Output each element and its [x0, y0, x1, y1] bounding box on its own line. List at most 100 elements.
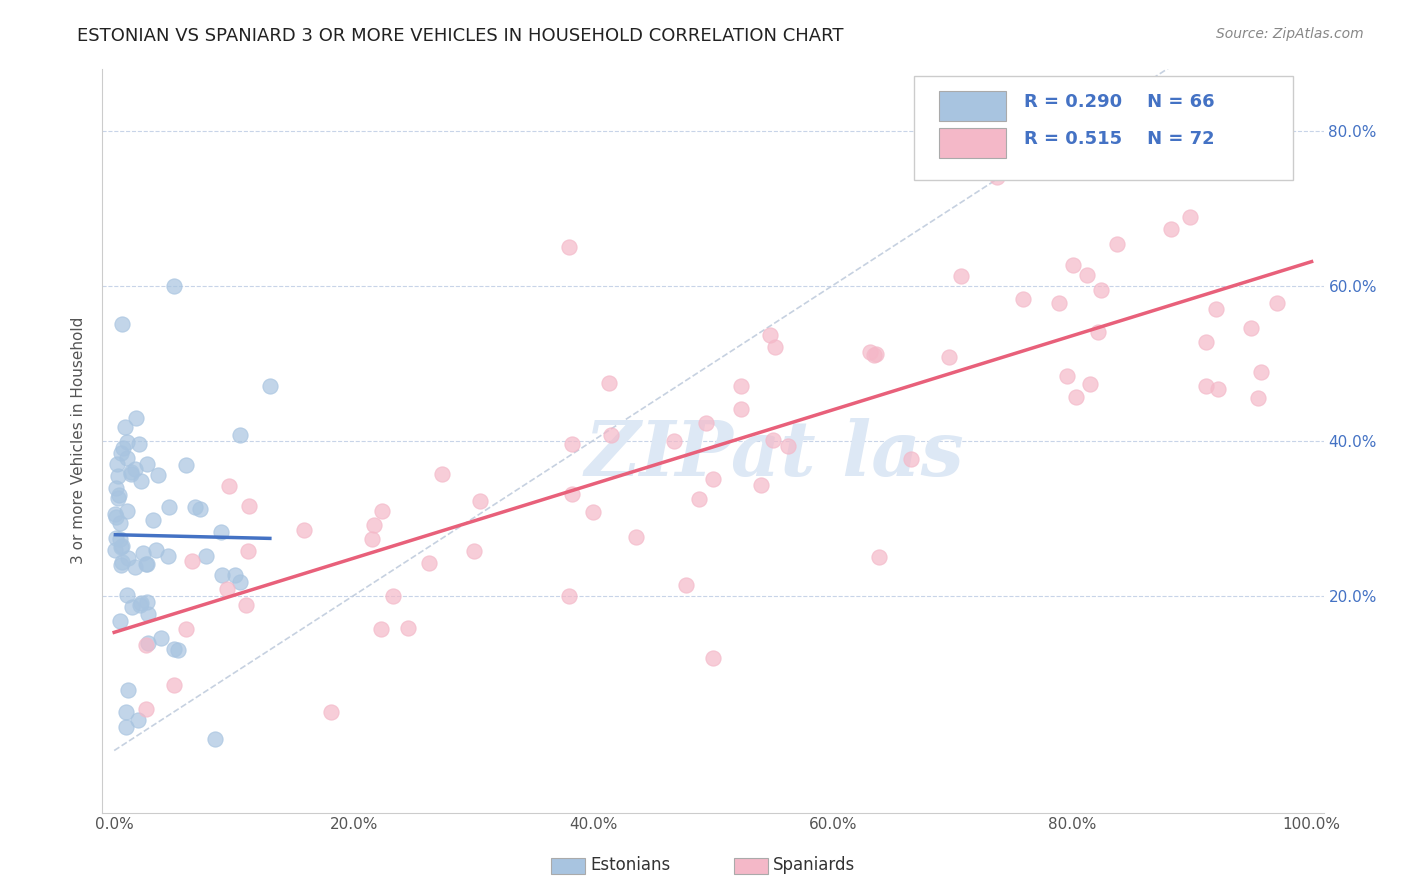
Point [1265, 296, 1288, 310]
Point [115, 588, 138, 602]
Point [371, 503, 394, 517]
Point [190, 502, 212, 516]
Point [1247, 391, 1270, 405]
Point [131, 546, 153, 560]
Point [1105, 237, 1128, 252]
Y-axis label: 3 or more Vehicles in Household: 3 or more Vehicles in Household [72, 317, 86, 565]
Point [730, 401, 752, 416]
Point [558, 240, 581, 254]
Point [662, 434, 685, 448]
Point [111, 442, 134, 456]
Point [110, 516, 132, 530]
Point [561, 487, 583, 501]
Point [702, 650, 724, 665]
Point [1121, 162, 1143, 177]
Point [235, 599, 257, 613]
Point [859, 344, 882, 359]
Point [111, 540, 134, 554]
Point [167, 643, 190, 657]
Point [115, 435, 138, 450]
Point [1047, 295, 1070, 310]
Point [600, 428, 623, 442]
Point [114, 420, 136, 434]
Point [868, 550, 890, 565]
Point [136, 457, 159, 471]
Point [582, 506, 605, 520]
Point [1250, 365, 1272, 379]
Point [136, 636, 159, 650]
Point [762, 433, 785, 447]
Point [209, 524, 232, 539]
Point [129, 475, 152, 489]
Point [292, 523, 315, 537]
Point [863, 348, 886, 362]
Text: ESTONIAN VS SPANIARD 3 OR MORE VEHICLES IN HOUSEHOLD CORRELATION CHART: ESTONIAN VS SPANIARD 3 OR MORE VEHICLES … [77, 27, 844, 45]
Point [1180, 210, 1202, 224]
Point [148, 468, 170, 483]
Point [156, 549, 179, 563]
Point [180, 553, 202, 567]
Point [110, 555, 132, 569]
Point [217, 582, 239, 596]
Point [104, 542, 127, 557]
Point [129, 596, 152, 610]
Point [561, 436, 583, 450]
Point [125, 410, 148, 425]
Point [124, 559, 146, 574]
Point [135, 638, 157, 652]
Point [176, 458, 198, 472]
Point [124, 462, 146, 476]
Point [110, 446, 132, 460]
Point [105, 482, 128, 496]
Point [758, 328, 780, 343]
Point [115, 503, 138, 517]
Text: ZIPat las: ZIPat las [583, 418, 965, 492]
Point [229, 574, 252, 589]
Point [127, 713, 149, 727]
Point [430, 467, 453, 481]
Point [224, 568, 246, 582]
Point [1078, 376, 1101, 391]
Point [778, 439, 800, 453]
Point [128, 437, 150, 451]
Point [598, 376, 620, 390]
Point [108, 533, 131, 547]
Text: Estonians: Estonians [591, 856, 671, 874]
Point [1195, 379, 1218, 393]
Point [370, 622, 392, 636]
Point [117, 683, 139, 698]
Point [104, 507, 127, 521]
Point [675, 578, 697, 592]
Text: Source: ZipAtlas.com: Source: ZipAtlas.com [1216, 27, 1364, 41]
Point [950, 269, 973, 284]
Point [624, 530, 647, 544]
FancyBboxPatch shape [914, 76, 1294, 180]
Point [688, 491, 710, 506]
Point [135, 701, 157, 715]
Point [110, 614, 132, 628]
Point [1240, 321, 1263, 335]
Point [135, 558, 157, 572]
Point [238, 499, 260, 513]
Point [1160, 222, 1182, 236]
Point [136, 595, 159, 609]
Point [136, 607, 159, 621]
Point [174, 622, 197, 636]
Point [145, 543, 167, 558]
Point [163, 278, 186, 293]
FancyBboxPatch shape [939, 128, 1007, 158]
Point [558, 589, 581, 603]
Point [695, 416, 717, 430]
Point [120, 465, 142, 479]
Point [1195, 335, 1218, 350]
Point [730, 379, 752, 393]
Point [117, 550, 139, 565]
Point [463, 544, 485, 558]
Point [129, 598, 152, 612]
Point [1066, 390, 1088, 404]
Point [1090, 283, 1112, 297]
Text: R = 0.515    N = 72: R = 0.515 N = 72 [1025, 130, 1215, 148]
Point [142, 513, 165, 527]
Point [204, 732, 226, 747]
Point [1087, 325, 1109, 339]
